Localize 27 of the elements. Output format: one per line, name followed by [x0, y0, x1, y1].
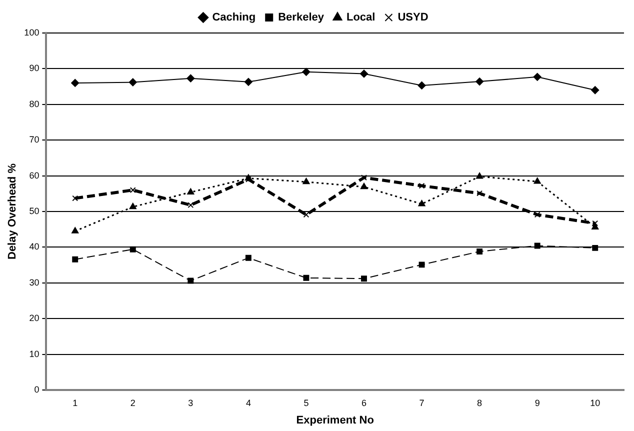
y-tick-label: 10	[29, 348, 40, 359]
legend-label: Local	[346, 12, 376, 24]
x-tick-label: 1	[72, 398, 78, 408]
y-tick-label: 60	[29, 170, 40, 180]
y-tick-label: 80	[29, 98, 40, 109]
y-tick-label: 100	[24, 27, 40, 38]
x-tick-label: 10	[590, 398, 600, 408]
y-tick-label: 0	[34, 384, 40, 394]
x-tick-label: 4	[246, 398, 251, 408]
y-tick-label: 70	[29, 134, 40, 145]
x-tick-label: 9	[534, 398, 540, 408]
x-tick-label: 6	[361, 398, 367, 408]
legend-label: Caching	[212, 12, 256, 24]
y-tick-label: 90	[29, 63, 40, 74]
x-axis-title: Experiment No	[296, 414, 374, 426]
legend-label: Berkeley	[278, 12, 325, 24]
legend-label: USYD	[398, 12, 428, 24]
y-tick-label: 30	[29, 277, 40, 288]
x-tick-label: 2	[130, 398, 136, 408]
y-tick-label: 20	[29, 313, 40, 324]
y-axis-title: Delay Overhead %	[6, 163, 19, 260]
x-tick-label: 7	[419, 398, 424, 408]
y-tick-label: 50	[29, 206, 40, 216]
x-tick-label: 8	[477, 398, 482, 408]
x-tick-label: 3	[188, 398, 194, 408]
x-tick-label: 5	[304, 398, 309, 408]
y-tick-label: 40	[29, 242, 40, 252]
